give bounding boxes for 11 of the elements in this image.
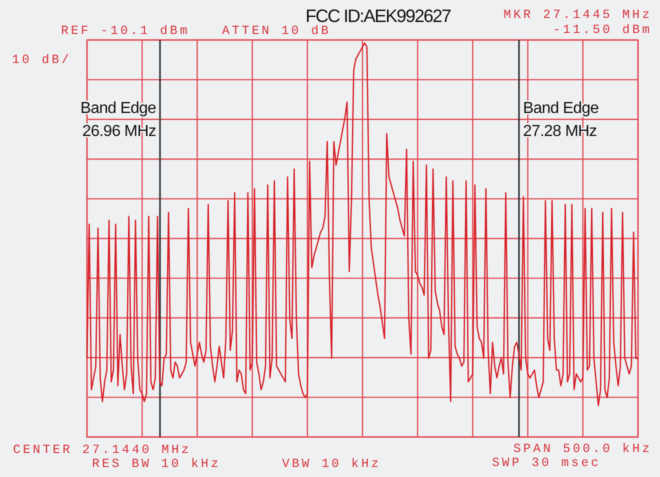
text: -11.50 dBm: [552, 23, 652, 37]
text: SWP 30 msec: [492, 456, 601, 470]
text: MKR 27.1445 MHz: [503, 8, 652, 22]
text: RES BW 10 kHz: [92, 457, 221, 471]
text: REF -10.1 dBm: [61, 24, 190, 38]
text: CENTER 27.1440 MHz: [13, 443, 192, 457]
text: ATTEN 10 dB: [222, 24, 331, 38]
text: 10 dB/: [12, 53, 72, 67]
text: SPAN 500.0 kHz: [513, 442, 652, 456]
chart-title: FCC ID:AEK992627: [305, 6, 452, 26]
text: VBW 10 kHz: [282, 457, 382, 471]
